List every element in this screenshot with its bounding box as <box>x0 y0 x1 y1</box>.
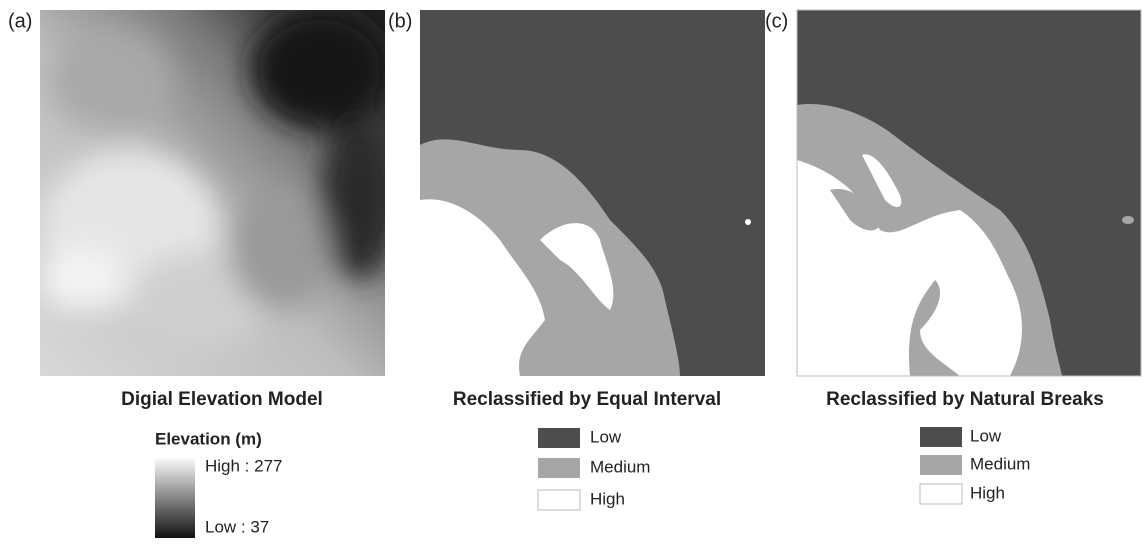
panel-title: Digial Elevation Model <box>121 389 323 410</box>
legend-high: High : 277 <box>205 456 283 475</box>
page-body: (a) Digial Elevation Model Elevation (m)… <box>0 0 1143 541</box>
natural-breaks-map <box>797 10 1141 376</box>
legend-title: Elevation (m) <box>155 429 262 448</box>
legend-swatch <box>920 455 962 475</box>
page: Reclassification figure {"panels": [ {"l… <box>0 0 1143 541</box>
dem-map <box>40 10 400 376</box>
panel-label: (a) <box>8 10 32 32</box>
color-ramp <box>155 458 195 538</box>
legend-swatch <box>920 484 962 504</box>
legend-label: High <box>970 483 1005 502</box>
panel-label: (b) <box>388 10 412 32</box>
legend-swatch <box>538 458 580 478</box>
legend-label: Medium <box>590 457 650 476</box>
legend-swatch <box>538 490 580 510</box>
panel-title: Reclassified by Natural Breaks <box>826 389 1104 410</box>
legend-label: High <box>590 489 625 508</box>
panel-label: (c) <box>765 10 788 32</box>
legend-low: Low : 37 <box>205 517 269 536</box>
figure: (a) Digial Elevation Model Elevation (m)… <box>0 0 1143 541</box>
legend-label: Low <box>590 427 622 446</box>
legend-label: Medium <box>970 454 1030 473</box>
legend-swatch <box>538 428 580 448</box>
legend-swatch <box>920 427 962 447</box>
legend-label: Low <box>970 426 1002 445</box>
panel-title: Reclassified by Equal Interval <box>453 389 721 410</box>
equal-interval-map <box>420 10 765 376</box>
